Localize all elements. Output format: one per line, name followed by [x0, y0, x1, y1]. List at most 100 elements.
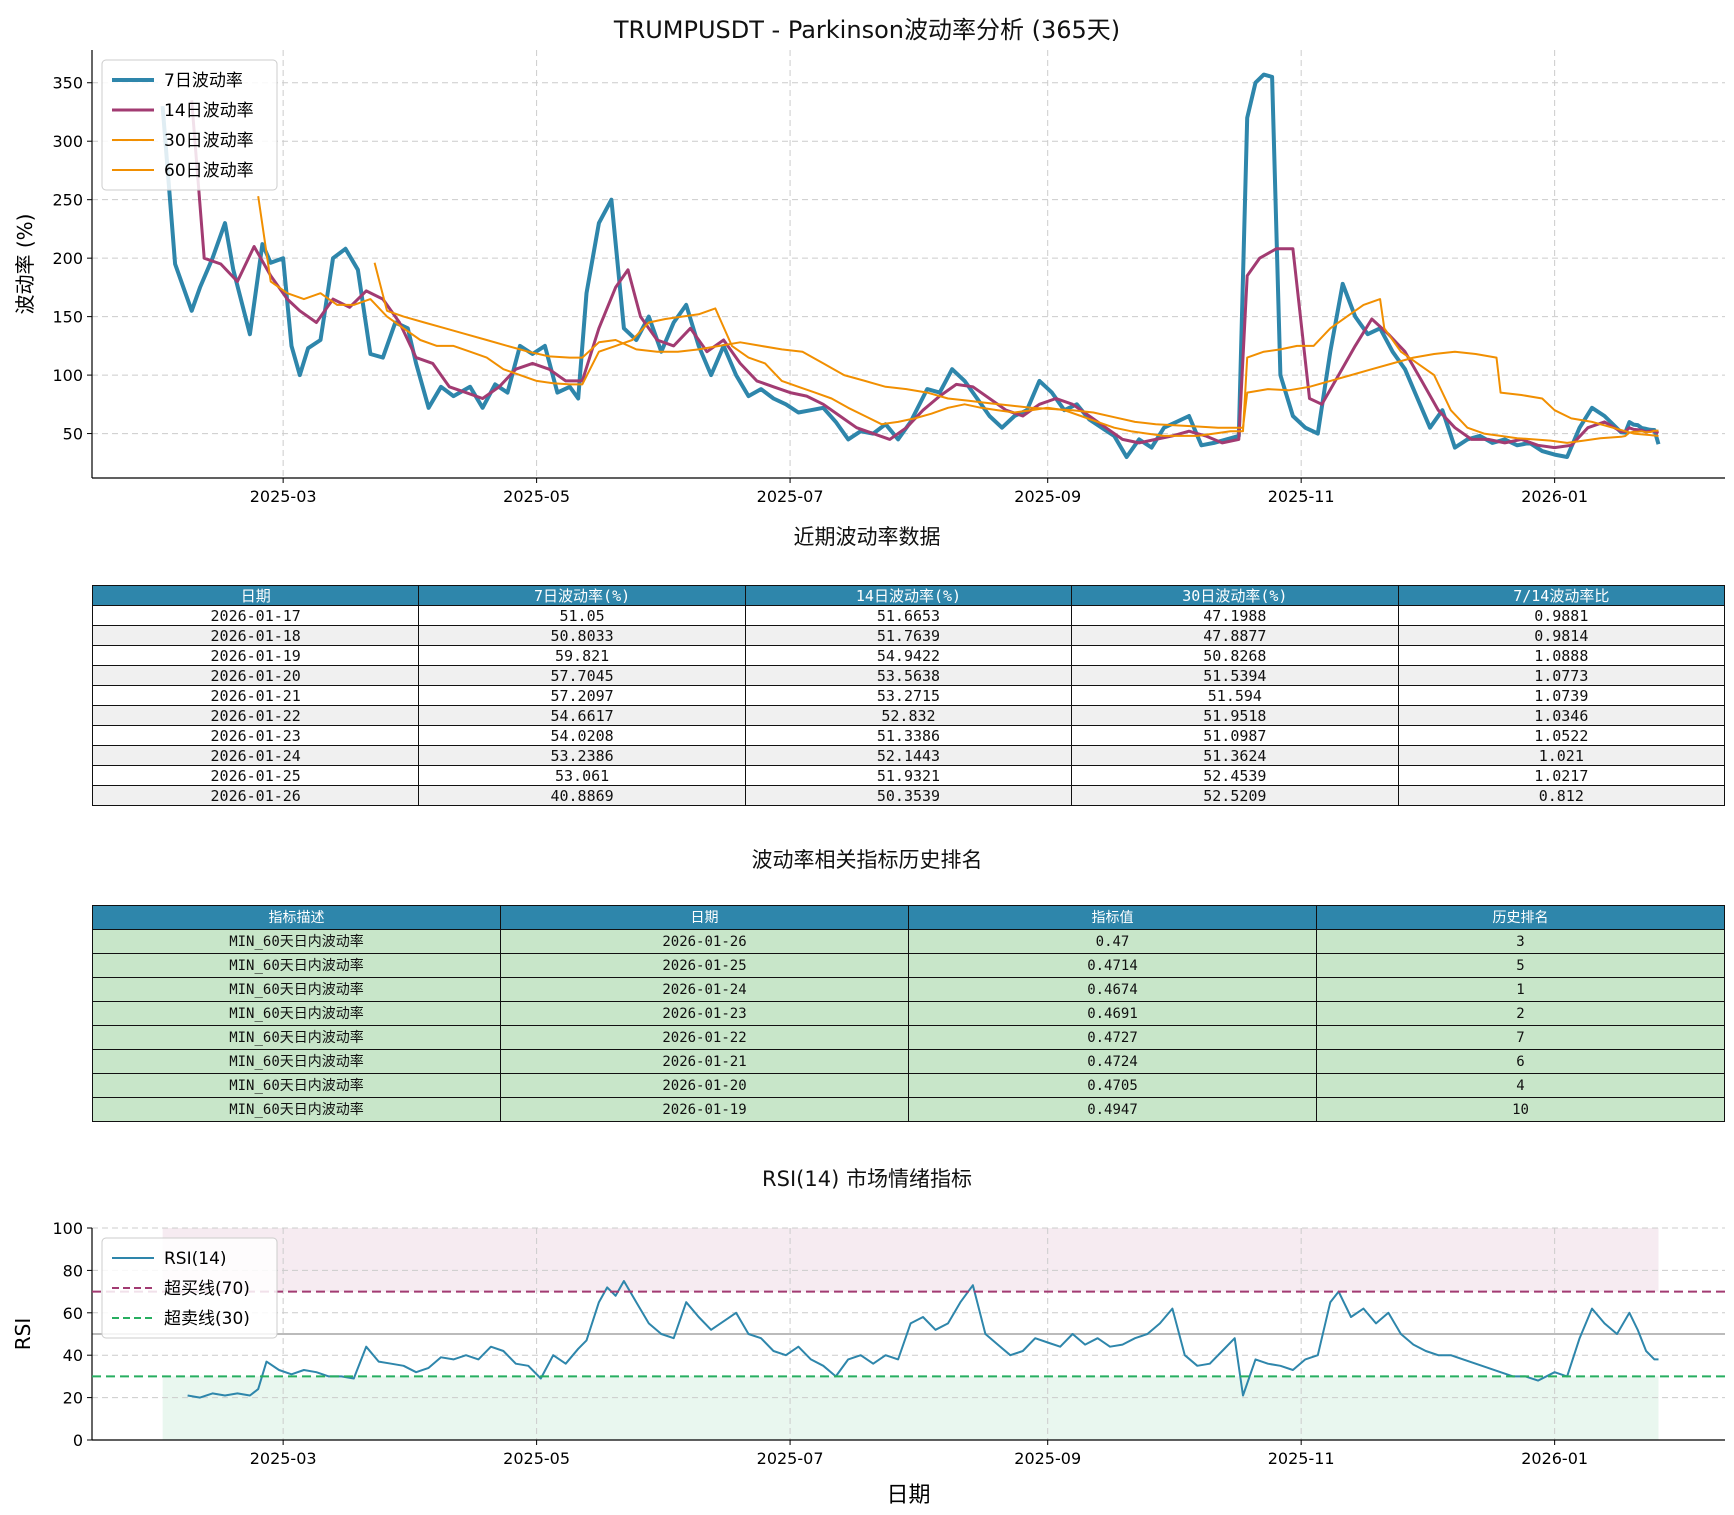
- table-cell: 57.2097: [418, 685, 746, 706]
- table-cell: 2026-01-25: [500, 953, 909, 978]
- x-tick-label: 2025-09: [1014, 1449, 1081, 1468]
- x-tick-label: 2025-05: [503, 1449, 570, 1468]
- table-cell: 0.4705: [908, 1073, 1317, 1098]
- table-row: MIN_60天日内波动率 2026-01-23 0.4691 2: [92, 1001, 1725, 1026]
- table-header-cell: 指标值: [908, 905, 1317, 930]
- table-cell: 51.594: [1071, 685, 1399, 706]
- table-row: MIN_60天日内波动率 2026-01-24 0.4674 1: [92, 977, 1725, 1002]
- table-cell: 47.8877: [1071, 625, 1399, 646]
- table-cell: 2026-01-23: [500, 1001, 909, 1026]
- figure-title: TRUMPUSDT - Parkinson波动率分析 (365天): [613, 16, 1121, 44]
- table-row: 2026-01-18 50.8033 51.7639 47.8877 0.9814: [91, 625, 1726, 646]
- table-row: MIN_60天日内波动率 2026-01-19 0.4947 10: [92, 1097, 1725, 1122]
- table-cell: 6: [1316, 1049, 1725, 1074]
- rsi-chart: 0 20 40 60 80 100 2025-03 2025-05 2025-07 2025-09…: [11, 1219, 1725, 1508]
- table-header-cell: 指标描述: [92, 905, 501, 930]
- y-tick-label: 50: [63, 425, 83, 444]
- table-cell: 0.4674: [908, 977, 1317, 1002]
- table-row: MIN_60天日内波动率 2026-01-25 0.4714 5: [92, 953, 1725, 978]
- table-cell: 1.0773: [1397, 665, 1726, 686]
- table-cell: MIN_60天日内波动率: [92, 977, 501, 1002]
- table-cell: 2026-01-22: [500, 1025, 909, 1050]
- table-row: MIN_60天日内波动率 2026-01-21 0.4724 6: [92, 1049, 1725, 1074]
- table-cell: 2026-01-26: [500, 929, 909, 954]
- y-tick-label: 20: [63, 1389, 83, 1408]
- table-header-cell: 日期: [91, 585, 420, 606]
- table-cell: 2026-01-21: [500, 1049, 909, 1074]
- table-cell: 50.3539: [744, 785, 1073, 806]
- legend-label: 7日波动率: [164, 71, 243, 91]
- table-cell: 50.8033: [418, 625, 746, 646]
- table-cell: 53.5638: [744, 665, 1073, 686]
- table-row: 2026-01-17 51.05 51.6653 47.1988 0.9881: [91, 605, 1726, 626]
- table-cell: MIN_60天日内波动率: [92, 1001, 501, 1026]
- table-row: 2026-01-25 53.061 51.9321 52.4539 1.0217: [91, 765, 1726, 786]
- x-tick-label: 2025-03: [250, 1449, 317, 1468]
- table-cell: 1.0888: [1397, 645, 1726, 666]
- series-line-3: [373, 262, 1659, 437]
- table-cell: 2026-01-19: [91, 645, 420, 666]
- y-tick-label: 250: [52, 191, 83, 210]
- table-row: MIN_60天日内波动率 2026-01-22 0.4727 7: [92, 1025, 1725, 1050]
- table-cell: 0.4724: [908, 1049, 1317, 1074]
- y-tick-label: 80: [63, 1261, 83, 1280]
- table-row: 2026-01-21 57.2097 53.2715 51.594 1.0739: [91, 685, 1726, 706]
- table-cell: 50.8268: [1071, 645, 1399, 666]
- table-cell: 2026-01-20: [91, 665, 420, 686]
- table-cell: 1.0739: [1397, 685, 1726, 706]
- table-cell: 10: [1316, 1097, 1725, 1122]
- table-cell: 51.0987: [1071, 725, 1399, 746]
- table-cell: 0.9814: [1397, 625, 1726, 646]
- table-cell: 54.0208: [418, 725, 746, 746]
- series-line-1: [190, 100, 1660, 450]
- table-cell: 0.9881: [1397, 605, 1726, 626]
- table-cell: 7: [1316, 1025, 1725, 1050]
- table-cell: 51.9518: [1071, 705, 1399, 726]
- x-axis-label: 日期: [886, 1483, 930, 1508]
- rsi-chart-title: RSI(14) 市场情绪指标: [762, 1167, 972, 1191]
- series-line-0: [187, 1280, 1659, 1399]
- x-tick-label: 2026-01: [1521, 487, 1588, 506]
- table-cell: MIN_60天日内波动率: [92, 1073, 501, 1098]
- x-tick-label: 2025-11: [1268, 1449, 1335, 1468]
- legend-label: 超卖线(30): [164, 1309, 250, 1329]
- table-header-cell: 30日波动率(%): [1071, 585, 1399, 606]
- table-header-cell: 日期: [500, 905, 909, 930]
- table-cell: 2026-01-17: [91, 605, 420, 626]
- table-cell: 52.832: [744, 705, 1073, 726]
- table-cell: 51.9321: [744, 765, 1073, 786]
- table-cell: 1.0217: [1397, 765, 1726, 786]
- table-cell: 53.2715: [744, 685, 1073, 706]
- rank-table: 指标描述 日期 指标值 历史排名 MIN_60天日内波动率 2026-01-26 0.47…: [92, 905, 1725, 1122]
- table-cell: 4: [1316, 1073, 1725, 1098]
- legend-label: RSI(14): [164, 1249, 227, 1269]
- legend-label: 30日波动率: [164, 131, 254, 151]
- table-cell: MIN_60天日内波动率: [92, 1049, 501, 1074]
- x-tick-label: 2025-03: [250, 487, 317, 506]
- table-row: 2026-01-22 54.6617 52.832 51.9518 1.0346: [91, 705, 1726, 726]
- y-tick-label: 100: [52, 1219, 83, 1238]
- table-cell: 0.4714: [908, 953, 1317, 978]
- table-cell: 53.2386: [418, 745, 746, 766]
- y-axis-label: RSI: [11, 1318, 35, 1351]
- table-cell: 2026-01-23: [91, 725, 420, 746]
- table-cell: 54.9422: [744, 645, 1073, 666]
- legend-box: [101, 1237, 278, 1339]
- table-cell: 54.6617: [418, 705, 746, 726]
- table-cell: 2026-01-22: [91, 705, 420, 726]
- table-cell: 2026-01-18: [91, 625, 420, 646]
- y-tick-label: 60: [63, 1304, 83, 1323]
- table-cell: 2: [1316, 1001, 1725, 1026]
- overbought-zone: [162, 1228, 1659, 1292]
- table-cell: 2026-01-21: [91, 685, 420, 706]
- rank-table-title: 波动率相关指标历史排名: [751, 848, 983, 872]
- table-cell: 3: [1316, 929, 1725, 954]
- x-tick-label: 2025-09: [1014, 487, 1081, 506]
- table-cell: 2026-01-20: [500, 1073, 909, 1098]
- y-tick-label: 350: [52, 74, 83, 93]
- table-cell: 59.821: [418, 645, 746, 666]
- table-row: 2026-01-26 40.8869 50.3539 52.5209 0.812: [91, 785, 1726, 806]
- table-cell: 51.5394: [1071, 665, 1399, 686]
- y-tick-label: 0: [73, 1431, 83, 1450]
- table-row: MIN_60天日内波动率 2026-01-20 0.4705 4: [92, 1073, 1725, 1098]
